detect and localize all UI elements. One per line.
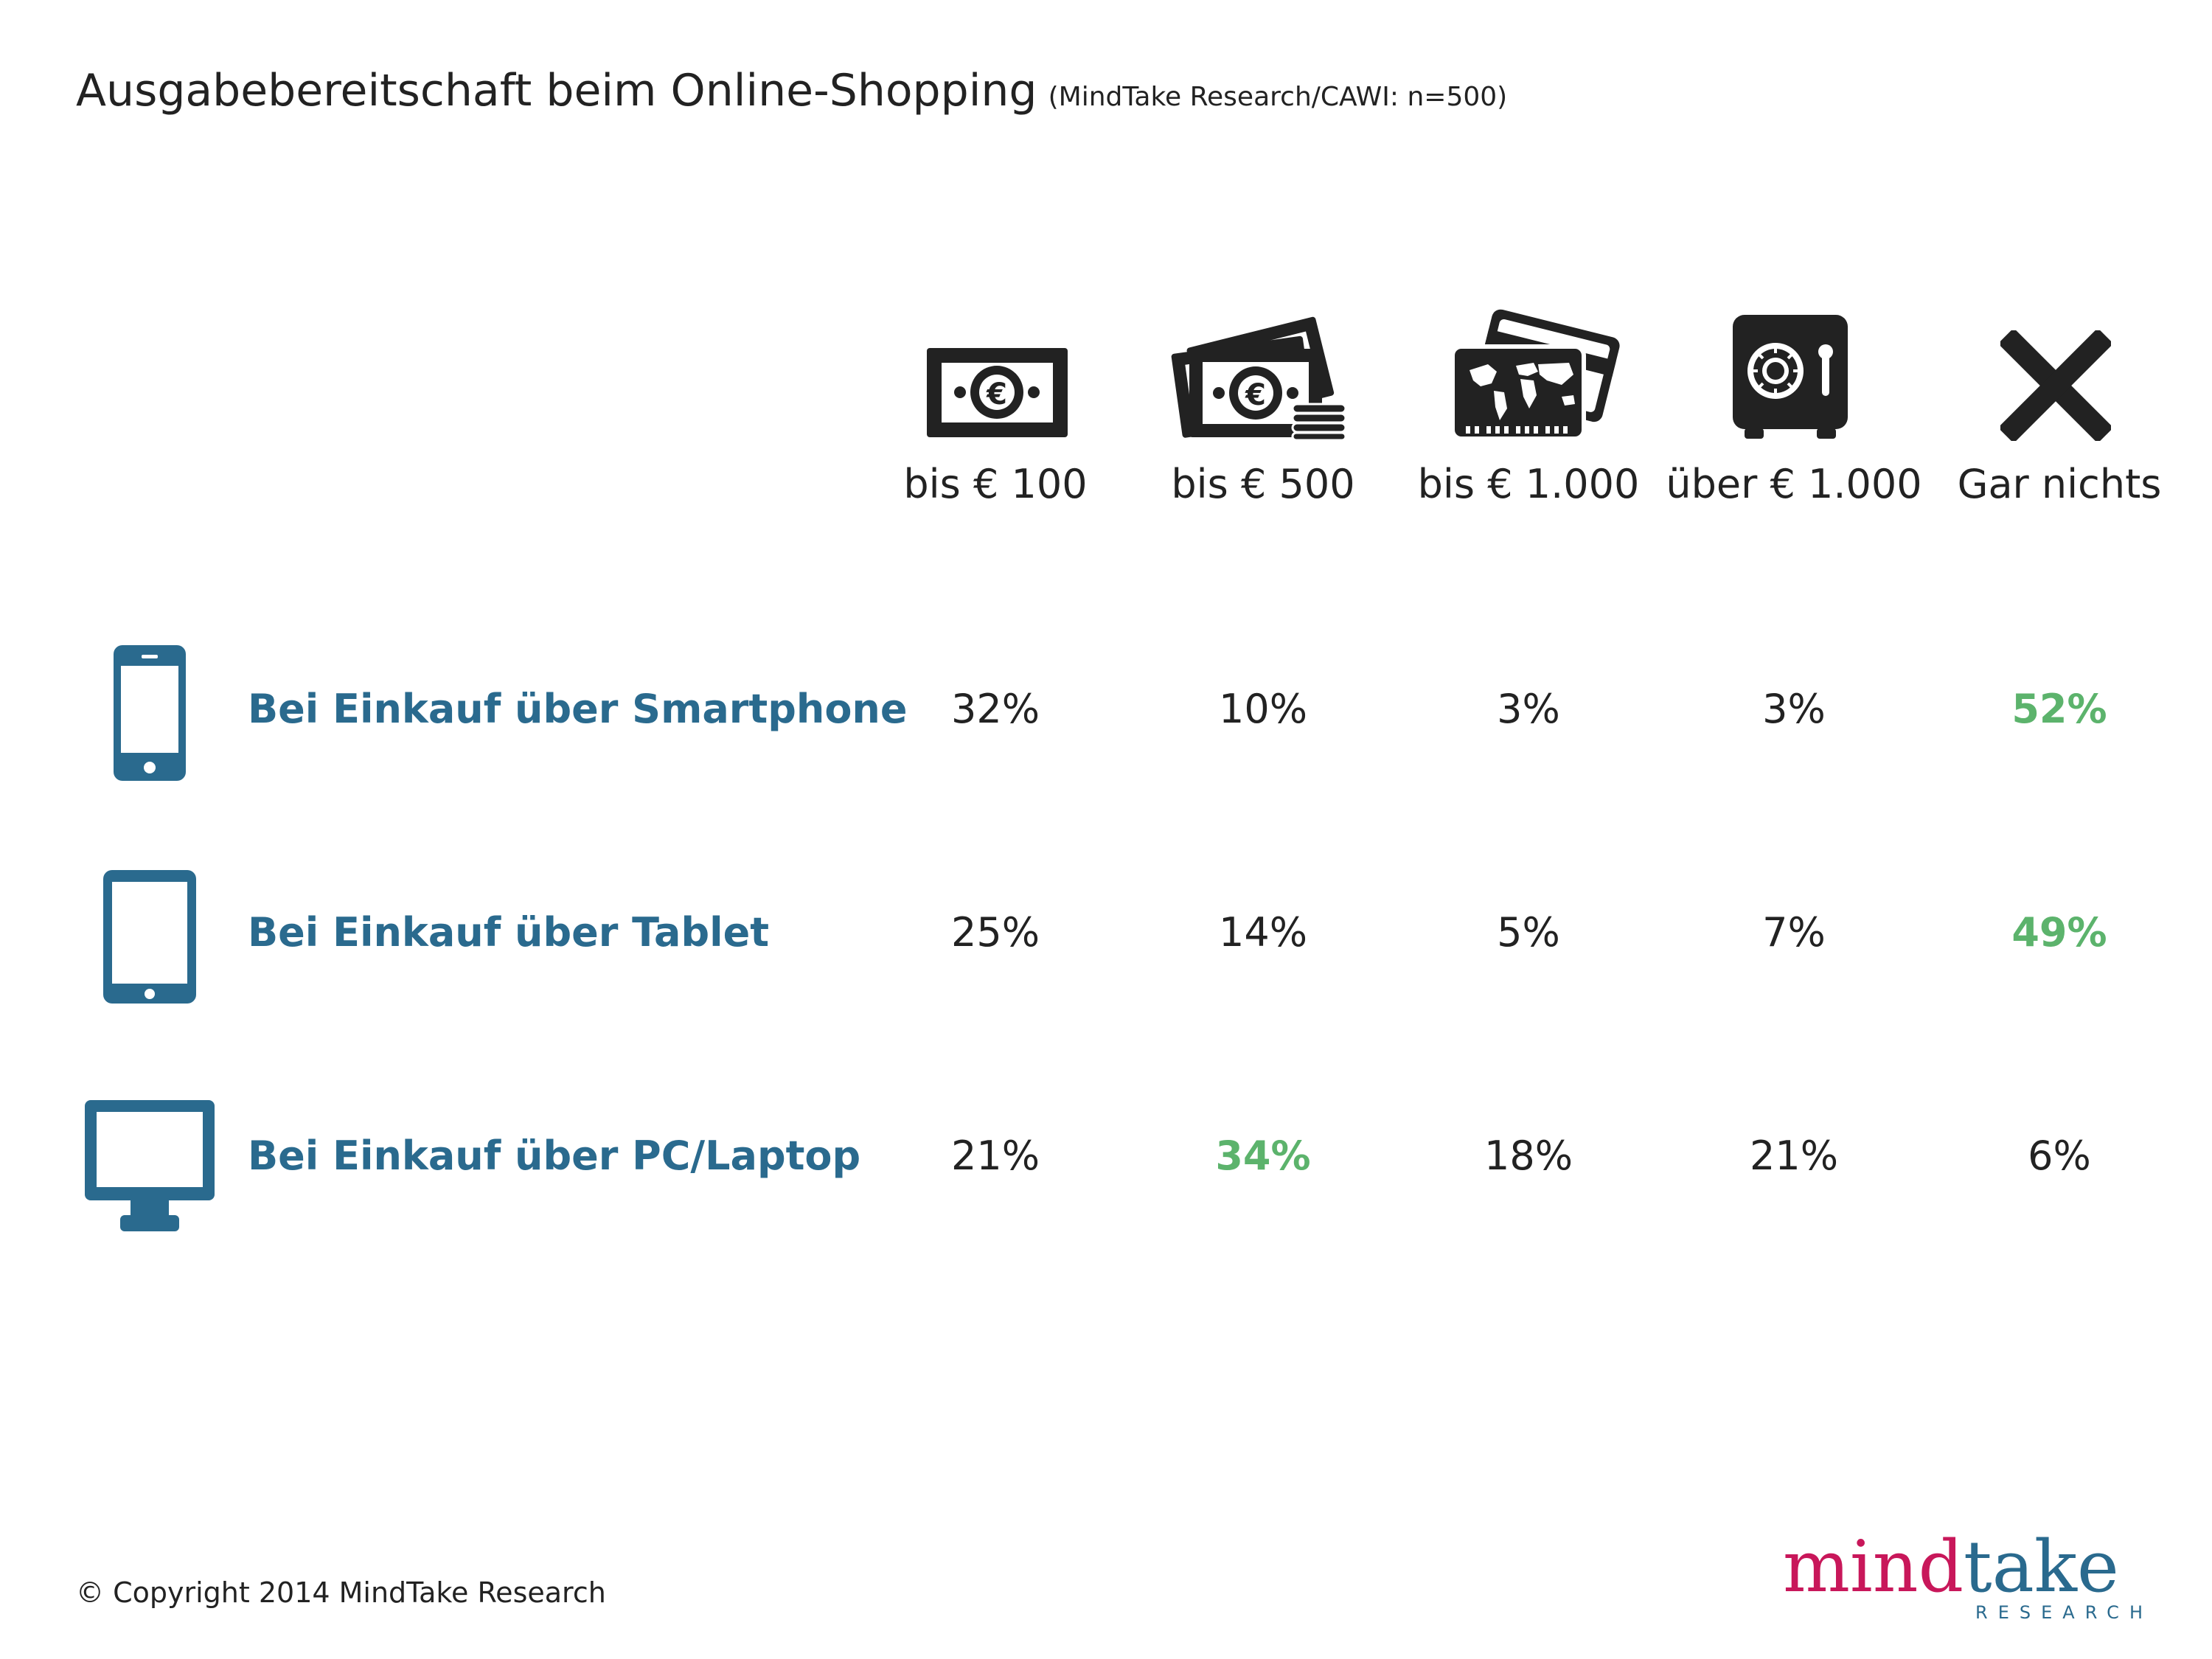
data-cell: 21% bbox=[1749, 1133, 1839, 1179]
data-cell: 14% bbox=[1218, 909, 1308, 956]
credit-cards-icon bbox=[1451, 309, 1620, 440]
data-cell: 32% bbox=[950, 686, 1040, 732]
smartphone-icon bbox=[114, 645, 186, 781]
data-cell: 25% bbox=[950, 909, 1040, 956]
data-cell: 21% bbox=[950, 1133, 1040, 1179]
title-main: Ausgabebereitschaft beim Online-Shopping bbox=[76, 65, 1037, 116]
title-subtitle: (MindTake Research/CAWI: n=500) bbox=[1048, 82, 1508, 112]
data-cell: 3% bbox=[1497, 686, 1560, 732]
banknotes-stack-icon: € bbox=[1171, 316, 1347, 441]
row-label-smartphone: Bei Einkauf über Smartphone bbox=[248, 686, 908, 732]
svg-text:€: € bbox=[1245, 378, 1266, 412]
column-label-bis-100: bis € 100 bbox=[903, 461, 1088, 507]
safe-icon bbox=[1733, 315, 1848, 439]
column-label-bis-1000: bis € 1.000 bbox=[1417, 461, 1640, 507]
data-cell: 34% bbox=[1215, 1133, 1311, 1179]
chart-title: Ausgabebereitschaft beim Online-Shopping… bbox=[76, 65, 1507, 116]
column-label-ueber-1000: über € 1.000 bbox=[1666, 461, 1922, 507]
tablet-icon bbox=[103, 870, 196, 1004]
row-label-pc-laptop: Bei Einkauf über PC/Laptop bbox=[248, 1133, 861, 1179]
mindtake-logo: mindtake RESEARCH bbox=[1783, 1530, 2159, 1630]
data-cell: 7% bbox=[1762, 909, 1826, 956]
data-cell: 3% bbox=[1762, 686, 1826, 732]
data-cell: 18% bbox=[1484, 1133, 1573, 1179]
x-icon bbox=[2000, 330, 2111, 441]
column-label-gar-nichts: Gar nichts bbox=[1957, 461, 2162, 507]
row-label-tablet: Bei Einkauf über Tablet bbox=[248, 909, 770, 956]
column-label-bis-500: bis € 500 bbox=[1171, 461, 1355, 507]
logo-wordmark: mindtake bbox=[1783, 1530, 2119, 1604]
data-cell: 6% bbox=[2028, 1133, 2091, 1179]
logo-take: take bbox=[1964, 1526, 2119, 1608]
monitor-icon bbox=[85, 1100, 215, 1231]
logo-mind: mind bbox=[1783, 1526, 1964, 1608]
logo-research: RESEARCH bbox=[1975, 1602, 2153, 1623]
data-cell: 5% bbox=[1497, 909, 1560, 956]
banknote-icon: € bbox=[927, 348, 1068, 437]
data-cell: 49% bbox=[2011, 909, 2107, 956]
data-cell: 10% bbox=[1218, 686, 1308, 732]
svg-text:€: € bbox=[986, 378, 1007, 411]
data-cell: 52% bbox=[2011, 686, 2107, 732]
copyright-notice: © Copyright 2014 MindTake Research bbox=[76, 1576, 606, 1609]
